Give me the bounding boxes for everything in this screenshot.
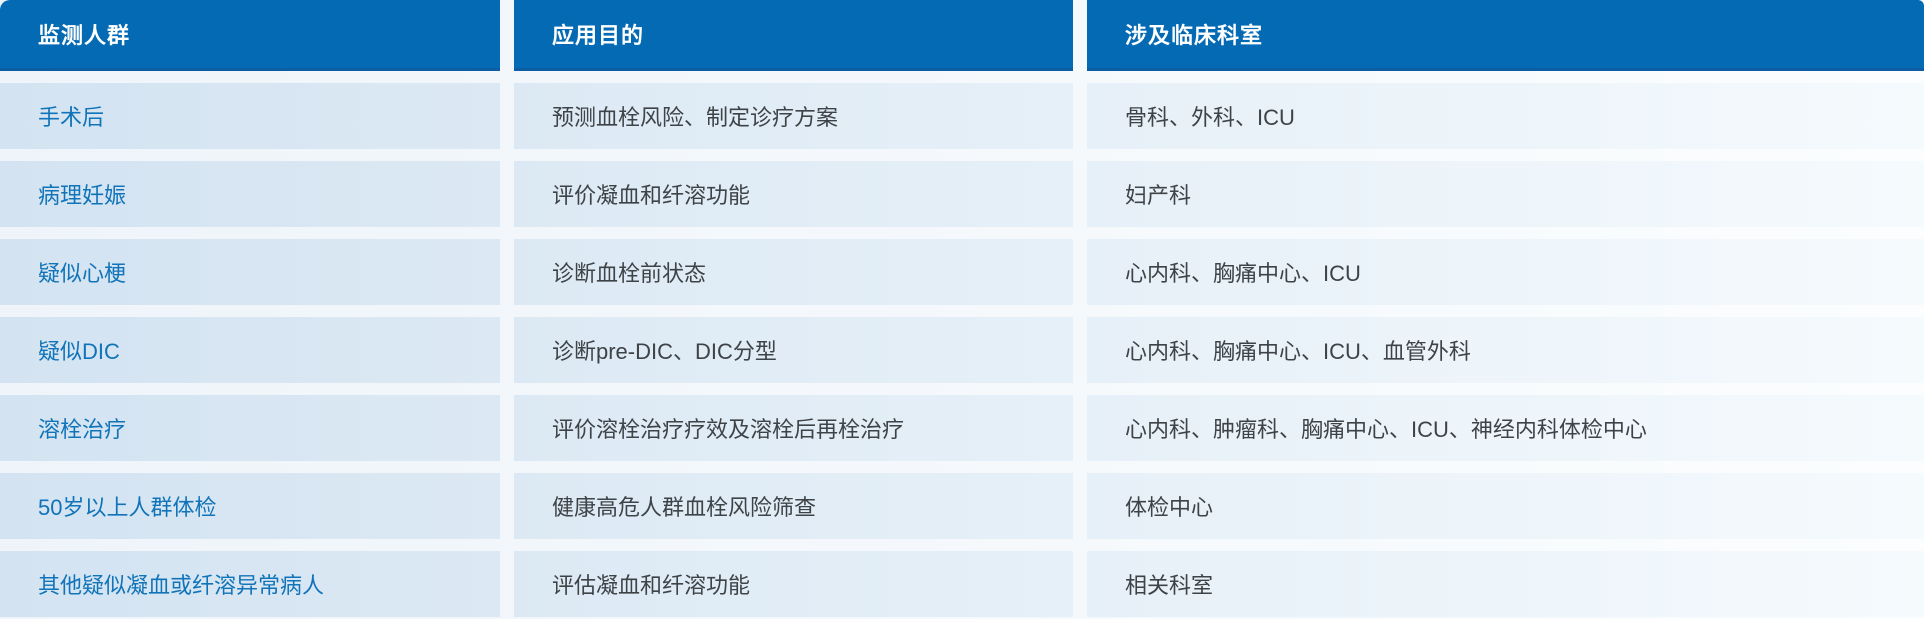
cell-population: 疑似心梗	[0, 239, 500, 305]
cell-purpose: 预测血栓风险、制定诊疗方案	[514, 83, 1073, 149]
cell-departments: 心内科、胸痛中心、ICU	[1087, 239, 1924, 305]
cell-population: 其他疑似凝血或纤溶异常病人	[0, 551, 500, 617]
cell-departments: 心内科、肿瘤科、胸痛中心、ICU、神经内科体检中心	[1087, 395, 1924, 461]
column-header-purpose: 应用目的	[514, 0, 1073, 71]
cell-population: 病理妊娠	[0, 161, 500, 227]
cell-departments: 相关科室	[1087, 551, 1924, 617]
cell-purpose: 评价溶栓治疗疗效及溶栓后再栓治疗	[514, 395, 1073, 461]
cell-purpose: 诊断pre-DIC、DIC分型	[514, 317, 1073, 383]
cell-population: 溶栓治疗	[0, 395, 500, 461]
cell-population: 50岁以上人群体检	[0, 473, 500, 539]
cell-purpose: 健康高危人群血栓风险筛查	[514, 473, 1073, 539]
cell-departments: 妇产科	[1087, 161, 1924, 227]
cell-departments: 心内科、胸痛中心、ICU、血管外科	[1087, 317, 1924, 383]
cell-departments: 骨科、外科、ICU	[1087, 83, 1924, 149]
cell-purpose: 评估凝血和纤溶功能	[514, 551, 1073, 617]
cell-population: 手术后	[0, 83, 500, 149]
cell-departments: 体检中心	[1087, 473, 1924, 539]
cell-purpose: 评价凝血和纤溶功能	[514, 161, 1073, 227]
cell-population: 疑似DIC	[0, 317, 500, 383]
cell-purpose: 诊断血栓前状态	[514, 239, 1073, 305]
column-header-population: 监测人群	[0, 0, 500, 71]
column-header-departments: 涉及临床科室	[1087, 0, 1924, 71]
